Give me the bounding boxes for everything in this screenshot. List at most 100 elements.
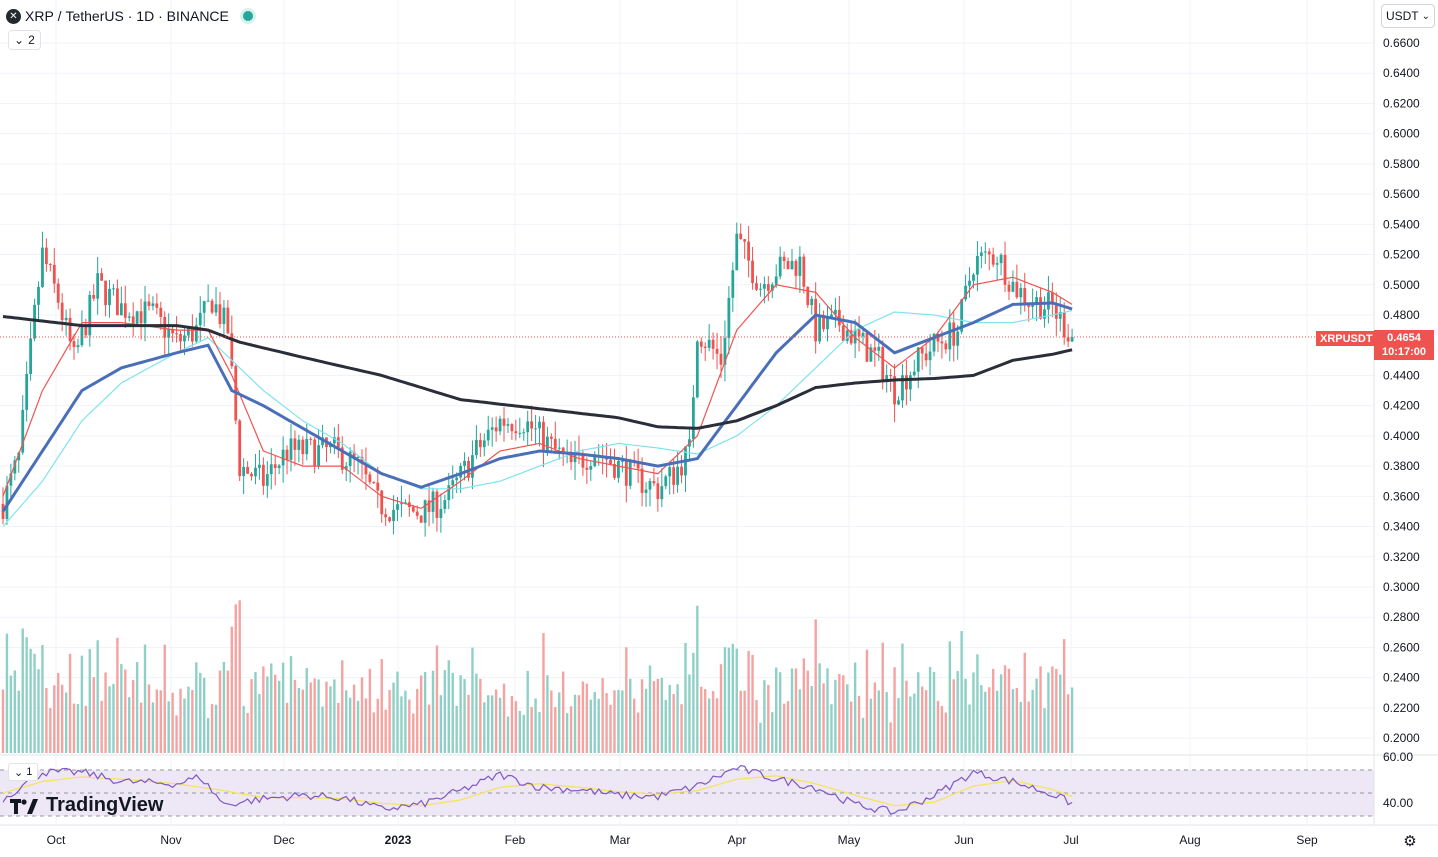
price-tick-label: 0.3000 — [1383, 580, 1420, 594]
volume-bar — [1047, 672, 1050, 753]
tradingview-logo[interactable]: TradingView — [10, 794, 163, 817]
candle-body — [691, 397, 695, 440]
volume-bar — [226, 670, 230, 753]
volume-bar — [751, 654, 754, 753]
candle-body — [21, 409, 25, 453]
candle-body — [672, 467, 676, 485]
volume-bar — [1059, 674, 1062, 753]
volume-bar — [41, 645, 44, 753]
volume-bar — [206, 718, 210, 753]
candle-body — [952, 322, 956, 346]
candle-body — [415, 511, 419, 516]
volume-bar — [380, 659, 383, 753]
volume-bar — [826, 668, 829, 753]
candle-body — [238, 420, 242, 477]
candle-body — [179, 333, 182, 342]
title-separator: / — [53, 8, 66, 24]
volume-bar — [664, 699, 667, 753]
candle-body — [857, 329, 861, 337]
volume-bar — [471, 647, 474, 753]
time-tick-label: Apr — [728, 833, 747, 847]
candle-body — [869, 347, 873, 362]
candle-body — [1043, 309, 1046, 319]
volume-bar — [376, 698, 379, 753]
volume-bar — [885, 692, 888, 753]
candle-body — [502, 418, 506, 426]
candle-body — [983, 251, 987, 253]
candle-body — [518, 432, 522, 434]
candle-body — [131, 316, 135, 324]
volume-bar — [80, 655, 84, 753]
volume-bar — [384, 709, 387, 753]
candle-body — [656, 483, 660, 500]
candle-body — [510, 424, 514, 432]
candle-body — [561, 447, 565, 454]
volume-bar — [755, 700, 758, 753]
volume-bar — [487, 695, 490, 753]
volume-bar — [246, 712, 249, 753]
candle-body — [92, 294, 96, 299]
candle-body — [881, 346, 885, 381]
volume-bar — [128, 697, 131, 753]
volume-bar — [798, 689, 802, 753]
volume-bar — [668, 684, 671, 753]
currency-selector[interactable]: USDT ⌄ — [1381, 4, 1435, 28]
volume-bar — [802, 658, 806, 753]
volume-bar — [692, 652, 695, 753]
candle-body — [530, 421, 534, 429]
candle-body — [948, 322, 952, 350]
volume-bar — [597, 698, 600, 753]
symbol-name[interactable]: XRP — [25, 8, 54, 24]
interval-label[interactable]: 1D — [136, 8, 155, 24]
volume-bar — [767, 685, 770, 753]
price-tick-label: 0.3600 — [1383, 489, 1420, 503]
volume-bar — [972, 672, 975, 753]
candle-body — [644, 489, 648, 493]
candle-body — [1047, 292, 1050, 310]
rsi-line — [2, 764, 1073, 815]
last-price-tag: 0.4654 10:17:00 — [1374, 330, 1434, 360]
volume-bar — [723, 647, 727, 753]
candle-body — [451, 480, 455, 486]
volume-bar — [274, 674, 277, 753]
volume-bar — [704, 689, 707, 753]
volume-bar — [277, 680, 281, 753]
price-tick-label: 0.4400 — [1383, 368, 1420, 382]
volume-bar — [932, 671, 936, 753]
candle-body — [553, 438, 557, 449]
candle-body — [695, 341, 699, 398]
volume-bar — [293, 679, 297, 753]
volume-bar — [952, 679, 955, 753]
candle-body — [778, 256, 782, 277]
volume-bar — [530, 707, 533, 753]
volume-bar — [502, 683, 506, 753]
exchange-label: BINANCE — [166, 8, 229, 24]
volume-bar — [514, 701, 518, 753]
candle-body — [581, 453, 585, 468]
candle-body — [711, 339, 715, 349]
time-tick-label: Sep — [1296, 833, 1318, 847]
candle-body — [163, 316, 167, 338]
candle-body — [277, 465, 281, 468]
price-axis[interactable]: 0.6600 0.6400 0.6200 0.6000 0.5800 0.5600 0.54… — [1373, 0, 1420, 825]
candle-body — [845, 330, 849, 342]
chart-settings-gear-icon[interactable]: ⚙ — [1403, 833, 1417, 850]
candle-body — [108, 288, 111, 306]
time-axis[interactable]: Oct Nov Dec 2023 Feb Mar Apr May Jun Jul Aug Sep — [0, 824, 1438, 847]
market-status-dot[interactable] — [242, 11, 253, 21]
volume-bar — [656, 678, 660, 753]
volume-bar — [707, 698, 711, 753]
rsi-pane-toggle[interactable]: ⌄ 1 — [8, 763, 39, 781]
candle-body — [707, 339, 711, 348]
indicators-toggle-button[interactable]: ⌄ 2 — [8, 30, 41, 50]
volume-bar — [147, 684, 151, 753]
candle-body — [147, 301, 151, 307]
title-separator: · — [154, 8, 167, 24]
volume-bar — [305, 668, 308, 753]
price-tick-label: 0.2200 — [1383, 701, 1420, 715]
volume-bar — [64, 692, 68, 753]
volume-bar — [108, 686, 111, 753]
candle-body — [1007, 284, 1011, 292]
volume-bar — [569, 706, 573, 753]
